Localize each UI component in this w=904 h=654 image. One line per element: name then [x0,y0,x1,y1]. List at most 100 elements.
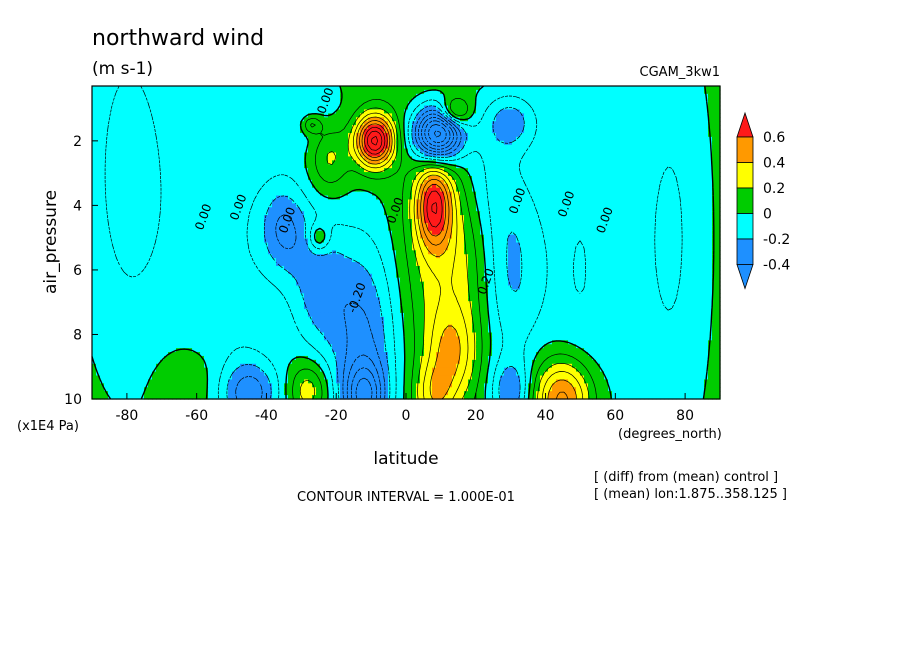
heatmap-cell [144,187,149,193]
heatmap-cell [516,191,521,197]
heatmap-cell [424,195,429,201]
heatmap-cell [668,117,673,122]
heatmap-cell [680,113,685,118]
heatmap-cell [360,164,365,169]
heatmap-cell [172,113,177,118]
heatmap-cell [360,89,365,95]
heatmap-cell [492,132,497,138]
heatmap-cell [276,109,281,114]
heatmap-cell [604,164,609,169]
heatmap-cell [328,199,333,204]
heatmap-cell [668,168,673,173]
heatmap-cell [204,195,209,201]
heatmap-cell [368,93,373,99]
heatmap-cell [352,191,357,197]
heatmap-cell [612,172,617,177]
heatmap-cell [408,125,413,130]
heatmap-cell [204,207,209,212]
heatmap-cell [168,175,173,181]
heatmap-cell [132,187,137,193]
heatmap-cell [376,183,381,189]
heatmap-cell [632,132,637,138]
heatmap-cell [240,109,245,114]
heatmap-cell [432,86,437,91]
heatmap-cell [716,140,721,146]
heatmap-cell [604,199,609,204]
heatmap-cell [288,144,293,150]
heatmap-cell [100,195,105,201]
heatmap-cell [220,187,225,193]
heatmap-cell [464,105,469,111]
heatmap-cell [408,152,413,158]
heatmap-cell [480,125,485,130]
heatmap-cell [264,86,269,91]
heatmap-cell [576,160,581,165]
heatmap-cell [200,203,205,208]
heatmap-cell [524,164,529,169]
heatmap-cell [576,121,581,126]
heatmap-cell [388,175,393,181]
heatmap-cell [328,152,333,158]
heatmap-cell [460,156,465,161]
heatmap-cell [512,148,517,154]
heatmap-cell [348,97,353,103]
heatmap-cell [584,172,589,177]
heatmap-cell [488,129,493,134]
heatmap-cell [200,195,205,201]
heatmap-cell [612,129,617,134]
heatmap-cell [424,117,429,122]
heatmap-cell [664,164,669,169]
heatmap-cell [540,148,545,154]
heatmap-cell [524,179,529,185]
heatmap-cell [488,207,493,212]
heatmap-cell [324,164,329,169]
heatmap-cell [92,156,97,161]
heatmap-cell [512,168,517,173]
heatmap-cell [160,117,165,122]
heatmap-cell [92,125,97,130]
heatmap-cell [116,148,121,154]
heatmap-cell [284,121,289,126]
heatmap-cell [600,125,605,130]
heatmap-cell [496,97,501,103]
heatmap-cell [608,168,613,173]
heatmap-cell [268,144,273,150]
heatmap-cell [612,121,617,126]
heatmap-cell [424,148,429,154]
heatmap-cell [136,105,141,111]
heatmap-cell [308,199,313,204]
heatmap-cell [408,207,413,212]
heatmap-cell [224,117,229,122]
heatmap-cell [676,203,681,208]
heatmap-cell [652,93,657,99]
heatmap-cell [684,183,689,189]
heatmap-cell [104,187,109,193]
heatmap-cell [692,144,697,150]
heatmap-cell [460,86,465,91]
heatmap-cell [152,172,157,177]
heatmap-cell [188,172,193,177]
heatmap-cell [116,121,121,126]
heatmap-cell [704,195,709,201]
heatmap-cell [548,175,553,181]
heatmap-cell [120,89,125,95]
heatmap-cell [172,117,177,122]
heatmap-cell [184,136,189,142]
heatmap-cell [480,172,485,177]
heatmap-cell [308,125,313,130]
heatmap-cell [304,172,309,177]
heatmap-cell [548,89,553,95]
heatmap-cell [560,105,565,111]
heatmap-cell [684,179,689,185]
heatmap-cell [156,175,161,181]
heatmap-cell [696,160,701,165]
heatmap-cell [116,93,121,99]
heatmap-cell [296,113,301,118]
heatmap-cell [492,121,497,126]
heatmap-cell [408,117,413,122]
heatmap-cell [656,179,661,185]
heatmap-cell [216,93,221,99]
heatmap-cell [680,86,685,91]
heatmap-cell [360,183,365,189]
heatmap-cell [600,156,605,161]
